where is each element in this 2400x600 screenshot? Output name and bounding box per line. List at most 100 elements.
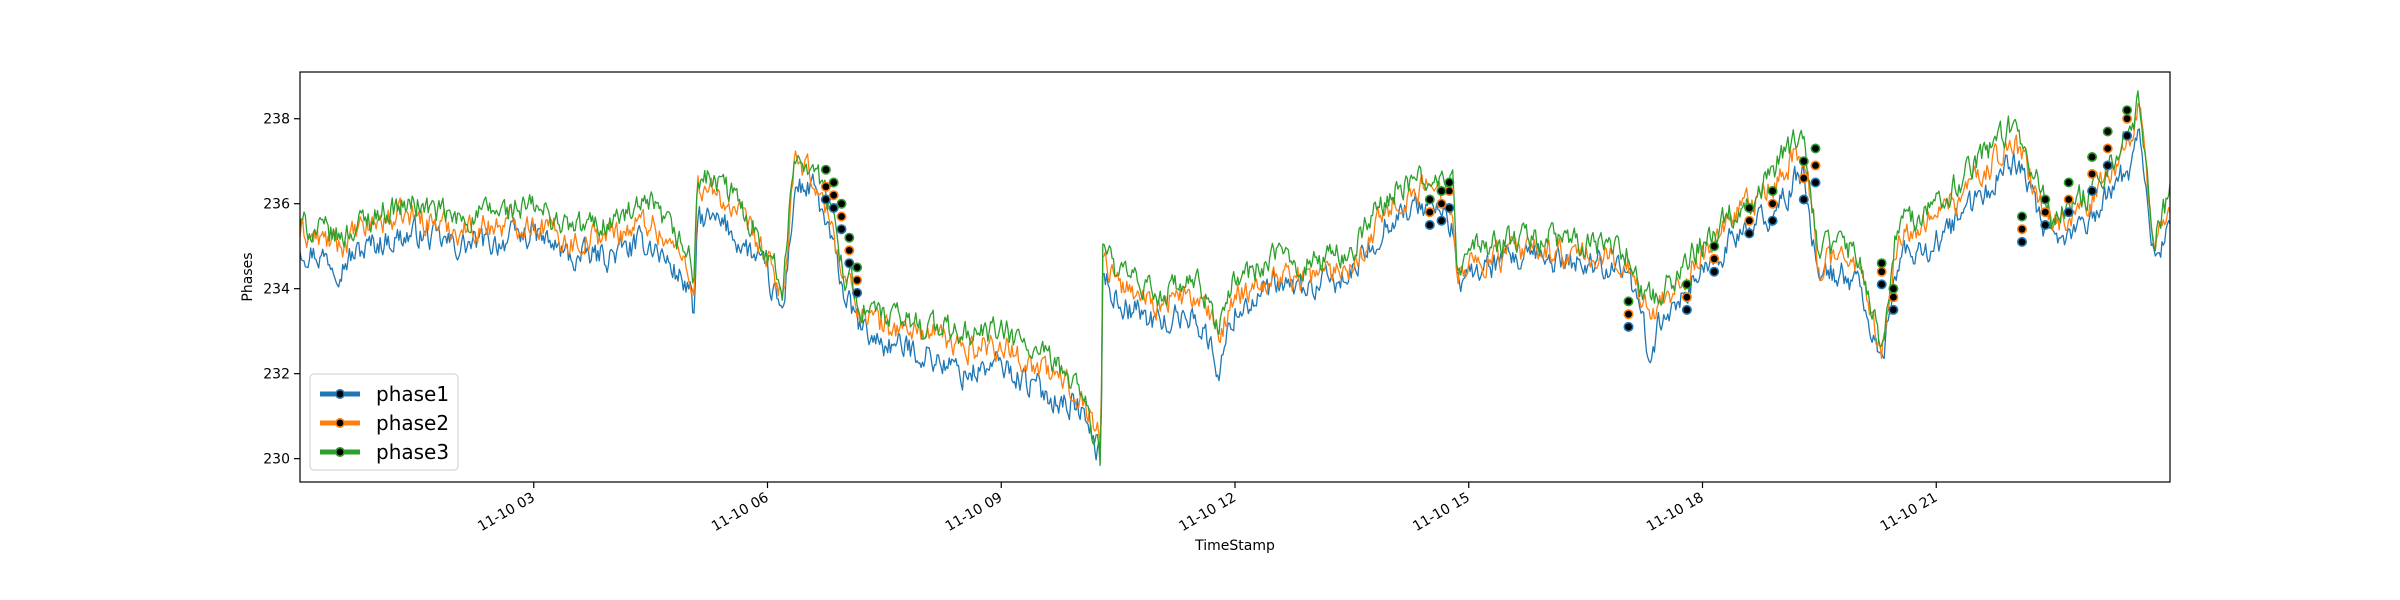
- marker-phase2: [1744, 215, 1755, 226]
- x-axis: 11-10 03 11-10 06 11-10 09 11-10 12 11-10 15…: [475, 482, 1940, 535]
- marker-phase1: [2122, 130, 2133, 141]
- marker-phase1: [2087, 186, 2098, 197]
- marker-phase1: [2102, 160, 2113, 171]
- x-tick-label: 11-10 21: [1878, 490, 1941, 535]
- marker-phase3: [2040, 194, 2051, 205]
- marker-phase2: [1681, 292, 1692, 303]
- legend-marker: [334, 417, 345, 428]
- y-tick-label: 238: [263, 112, 290, 128]
- marker-phase3: [828, 177, 839, 188]
- marker-phase2: [1623, 309, 1634, 320]
- marker-phase1: [1623, 321, 1634, 332]
- marker-phase2: [852, 275, 863, 286]
- marker-phase3: [2087, 152, 2098, 163]
- marker-phase2: [2017, 224, 2028, 235]
- marker-phase1: [1744, 228, 1755, 239]
- legend-label: phase2: [376, 411, 449, 435]
- marker-phase1: [1888, 304, 1899, 315]
- marker-phase1: [852, 287, 863, 298]
- marker-phase1: [1810, 177, 1821, 188]
- x-tick-label: 11-10 06: [709, 490, 772, 535]
- marker-phase1: [820, 194, 831, 205]
- marker-phase2: [1888, 292, 1899, 303]
- legend-box: [309, 373, 459, 471]
- legend-label: phase3: [376, 440, 449, 464]
- marker-phase2: [2063, 194, 2074, 205]
- marker-phase1: [1798, 194, 1809, 205]
- x-tick-label: 11-10 09: [943, 490, 1006, 535]
- marker-phase1: [2040, 220, 2051, 231]
- marker-phase2: [1876, 266, 1887, 277]
- x-tick-label: 11-10 15: [1410, 490, 1473, 535]
- y-tick-label: 236: [263, 197, 290, 213]
- marker-phase2: [844, 245, 855, 256]
- marker-phase2: [828, 190, 839, 201]
- marker-phase3: [1681, 279, 1692, 290]
- legend-item-phase2: phase2: [320, 411, 449, 435]
- marker-phase1: [1681, 304, 1692, 315]
- series-line-phase2: [300, 103, 2170, 443]
- legend-label: phase1: [376, 382, 449, 406]
- y-tick-label: 230: [263, 452, 290, 468]
- legend-marker: [334, 388, 345, 399]
- marker-phase1: [1436, 215, 1447, 226]
- marker-phase2: [1424, 207, 1435, 218]
- marker-phase3: [820, 164, 831, 175]
- marker-phase1: [836, 224, 847, 235]
- marker-phase3: [2017, 211, 2028, 222]
- y-axis-label: Phases: [240, 252, 256, 301]
- marker-phase2: [1436, 198, 1447, 209]
- series-layer: [300, 90, 2170, 467]
- marker-phase2: [2040, 207, 2051, 218]
- marker-phase3: [1888, 283, 1899, 294]
- marker-phase3: [844, 232, 855, 243]
- x-tick-label: 11-10 03: [475, 490, 538, 535]
- marker-phase1: [1767, 215, 1778, 226]
- legend-marker: [334, 446, 345, 457]
- legend-item-phase1: phase1: [320, 382, 449, 406]
- marker-phase1: [844, 258, 855, 269]
- marker-phase3: [2063, 177, 2074, 188]
- marker-phase1: [1444, 203, 1455, 214]
- marker-phase3: [1767, 186, 1778, 197]
- series-line-phase1: [300, 128, 2170, 461]
- marker-phase3: [1798, 156, 1809, 167]
- marker-layer: [820, 105, 2133, 332]
- marker-phase3: [2122, 105, 2133, 116]
- x-tick-label: 11-10 18: [1644, 490, 1707, 535]
- marker-phase2: [820, 181, 831, 192]
- marker-phase3: [1744, 203, 1755, 214]
- marker-phase3: [852, 262, 863, 273]
- y-axis: 230 232 234 236 238: [263, 112, 300, 468]
- marker-phase2: [1709, 253, 1720, 264]
- marker-phase2: [1798, 173, 1809, 184]
- marker-phase3: [1876, 258, 1887, 269]
- marker-phase3: [1709, 241, 1720, 252]
- marker-phase2: [2087, 169, 2098, 180]
- marker-phase3: [1424, 194, 1435, 205]
- marker-phase2: [1810, 160, 1821, 171]
- marker-phase1: [2017, 236, 2028, 247]
- marker-phase3: [1436, 186, 1447, 197]
- y-tick-label: 234: [263, 282, 290, 298]
- marker-phase1: [1709, 266, 1720, 277]
- series-line-phase3: [300, 90, 2170, 467]
- marker-phase1: [828, 203, 839, 214]
- x-tick-label: 11-10 12: [1176, 490, 1239, 535]
- marker-phase3: [2102, 126, 2113, 137]
- marker-phase2: [836, 211, 847, 222]
- y-tick-label: 232: [263, 367, 290, 383]
- marker-phase1: [1424, 220, 1435, 231]
- marker-phase3: [1444, 177, 1455, 188]
- marker-phase2: [2122, 113, 2133, 124]
- legend-item-phase3: phase3: [320, 440, 449, 464]
- marker-phase1: [2063, 207, 2074, 218]
- marker-phase3: [1810, 143, 1821, 154]
- marker-phase3: [1623, 296, 1634, 307]
- marker-phase2: [2102, 143, 2113, 154]
- x-axis-label: TimeStamp: [1194, 538, 1275, 554]
- marker-phase3: [836, 198, 847, 209]
- marker-phase1: [1876, 279, 1887, 290]
